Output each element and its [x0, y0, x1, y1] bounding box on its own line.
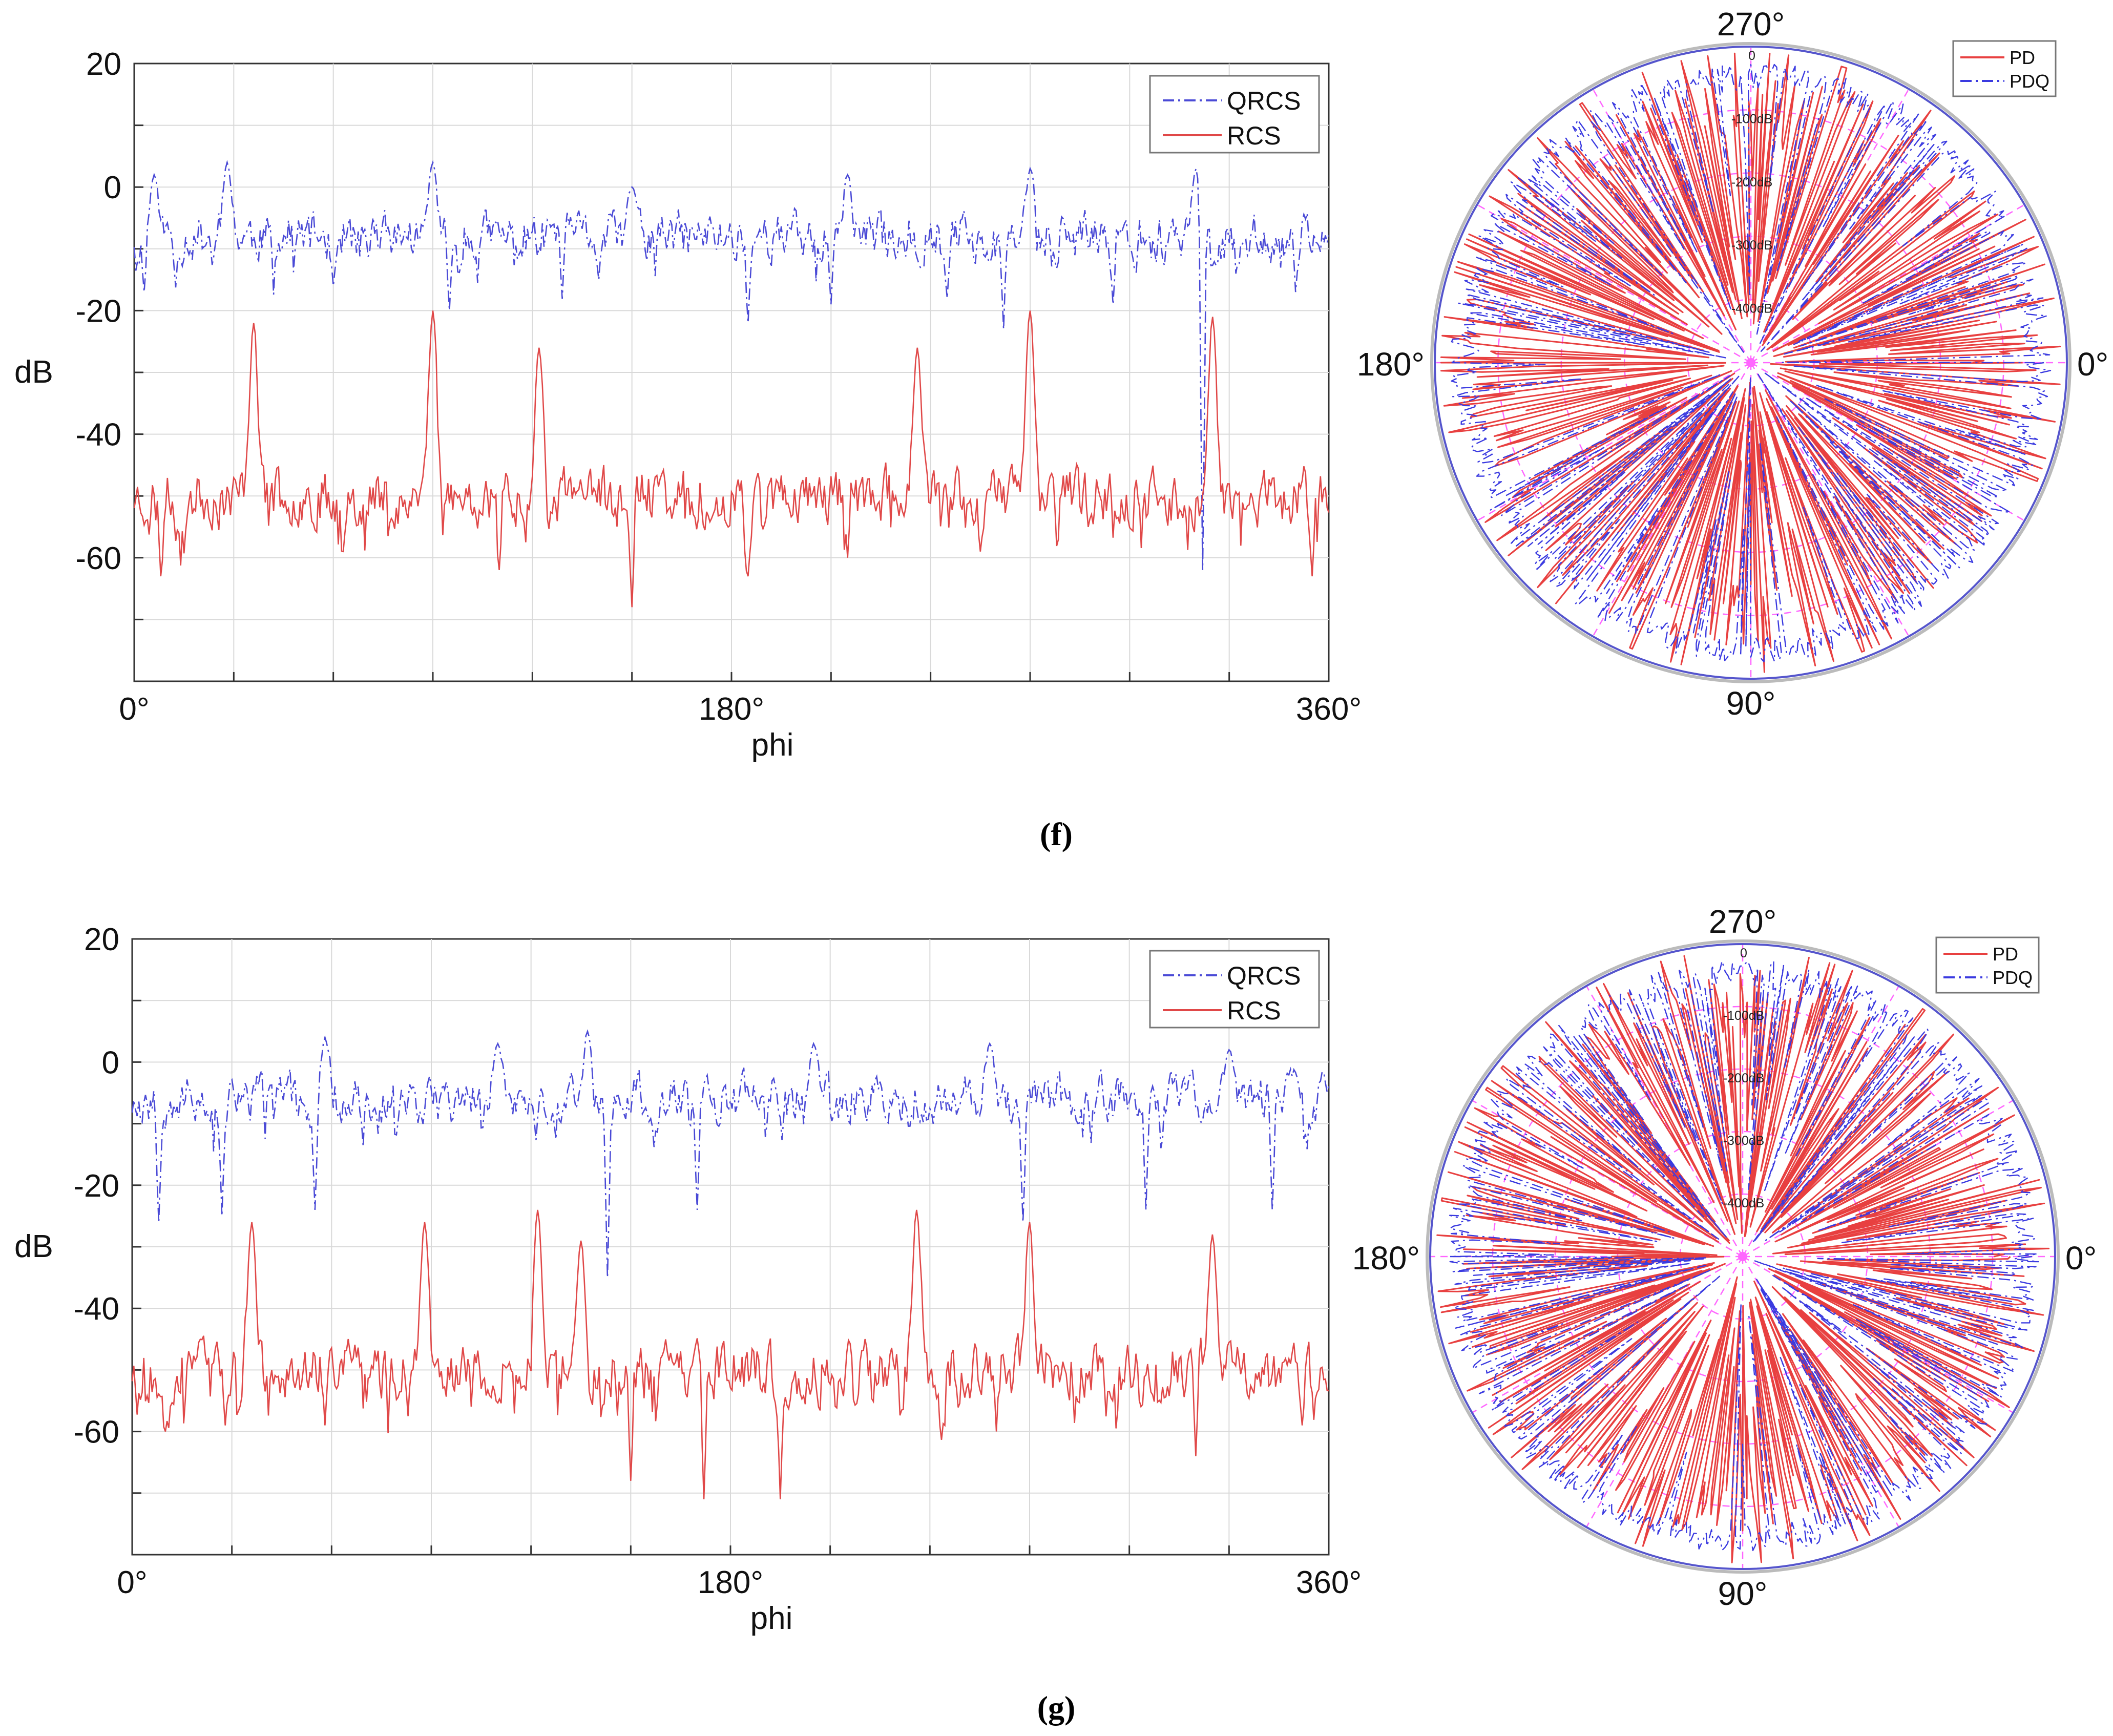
polar-chart-f: 0 -100dB -200dB -300dB -400dB 270° 0° 90° 180° PD… [1357, 6, 2109, 722]
y-tick-label: -40 [75, 417, 121, 453]
polar-radial-label: -300dB [1731, 238, 1773, 253]
polar-legend-label-pd: PD [2010, 47, 2035, 68]
polar-grid-spoke [1477, 204, 1751, 364]
polar-grid-spoke [1585, 1256, 1744, 1528]
legend-label-qrcs: QRCS [1227, 961, 1301, 990]
series-line-qrcs [133, 160, 1330, 570]
polar-outline [1434, 46, 2068, 680]
polar-radial-label: -400dB [1723, 1196, 1765, 1210]
polar-radial-label: 0 [1748, 49, 1755, 63]
polar-grid-spoke [1477, 362, 1751, 521]
polar-center-dot [1738, 1252, 1747, 1261]
panel-g: 20 0 -20 -40 -60 0° 180° 360° phi dB QRCS RCS 0 -100… [14, 903, 2097, 1726]
panel-f: 20 0 -20 -40 -60 0° 180° 360° phi dB QRCS RCS 0 -100… [14, 6, 2108, 852]
polar-legend-box [1952, 40, 2057, 97]
y-axis-label: dB [14, 354, 53, 390]
polar-angle-label: 270° [1709, 903, 1776, 940]
polar-legend-label-pdq: PDQ [2010, 71, 2049, 92]
polar-legend-label-pdq: PDQ [1993, 967, 2033, 988]
polar-series-pdq [1451, 64, 2052, 663]
legend-box [1149, 75, 1320, 154]
x-tick-label: 0° [119, 692, 149, 727]
x-tick-label: 180° [699, 692, 764, 727]
panel-caption-f: (f) [1040, 816, 1073, 852]
legend-label-rcs: RCS [1227, 121, 1281, 150]
y-tick-label: -60 [73, 1415, 119, 1450]
x-tick-label: 360° [1296, 1565, 1362, 1600]
polar-grid-spoke [1750, 362, 1910, 637]
polar-center-dot [1746, 358, 1755, 367]
polar-angle-label: 90° [1726, 685, 1776, 722]
y-tick-label: 0 [102, 1045, 119, 1080]
x-axis-label: phi [751, 727, 794, 763]
legend: QRCS RCS [1149, 75, 1320, 154]
polar-angle-label: 270° [1717, 6, 1785, 43]
rcs-line-chart-g: 20 0 -20 -40 -60 0° 180° 360° phi dB QRCS RCS [14, 922, 1362, 1636]
polar-grid-spoke [1750, 89, 1910, 363]
polar-radial-label: -100dB [1731, 112, 1773, 126]
y-tick-label: 0 [104, 170, 121, 205]
polar-series-pd [1436, 955, 2050, 1563]
grid-lines [134, 64, 1329, 681]
panel-caption-g: (g) [1037, 1689, 1076, 1726]
y-tick-label: 20 [86, 47, 121, 82]
x-tick-label: 0° [117, 1565, 147, 1600]
series-line-rcs [133, 310, 1330, 608]
polar-radial-label: 0 [1740, 946, 1747, 960]
polar-angle-label: 90° [1718, 1575, 1768, 1612]
polar-radial-label: -200dB [1731, 175, 1773, 190]
polar-legend-box [1935, 936, 2040, 994]
rcs-line-chart-f: 20 0 -20 -40 -60 0° 180° 360° phi dB QRCS RCS [14, 47, 1362, 763]
polar-angle-label: 180° [1352, 1240, 1420, 1277]
polar-series-pdq [1449, 960, 2039, 1552]
y-axis-label: dB [14, 1229, 53, 1264]
polar-angle-label: 0° [2065, 1240, 2097, 1277]
polar-legend: PD PDQ [1952, 40, 2057, 97]
legend-box [1149, 950, 1320, 1029]
legend: QRCS RCS [1149, 950, 1320, 1029]
series-line-qrcs [131, 1029, 1330, 1278]
legend-label-rcs: RCS [1227, 996, 1281, 1025]
polar-grid-spoke [1742, 1256, 1900, 1528]
y-tick-label: 20 [84, 922, 119, 957]
polar-radial-label: -300dB [1723, 1134, 1765, 1148]
legend-label-qrcs: QRCS [1227, 87, 1301, 115]
y-tick-label: -40 [73, 1291, 119, 1327]
polar-legend-label-pd: PD [1993, 944, 2018, 965]
polar-angle-label: 0° [2077, 346, 2108, 383]
y-tick-label: -20 [75, 294, 121, 329]
polar-chart-g: 0 -100dB -200dB -300dB -400dB 270° 0° 90° 180° PD… [1352, 903, 2097, 1612]
polar-radial-label: -100dB [1723, 1009, 1765, 1023]
x-tick-label: 360° [1296, 692, 1362, 727]
x-tick-label: 180° [698, 1565, 763, 1600]
series-line-rcs [131, 1209, 1329, 1499]
polar-series-pd [1440, 52, 2061, 673]
x-axis-label: phi [750, 1601, 793, 1636]
y-tick-label: -60 [75, 541, 121, 576]
polar-outline [1429, 943, 2056, 1570]
polar-radial-label: -200dB [1723, 1071, 1765, 1085]
polar-grid-spoke [1750, 362, 2025, 521]
y-tick-label: -20 [73, 1168, 119, 1204]
polar-angle-label: 180° [1357, 346, 1425, 383]
polar-radial-label: -400dB [1731, 302, 1773, 316]
